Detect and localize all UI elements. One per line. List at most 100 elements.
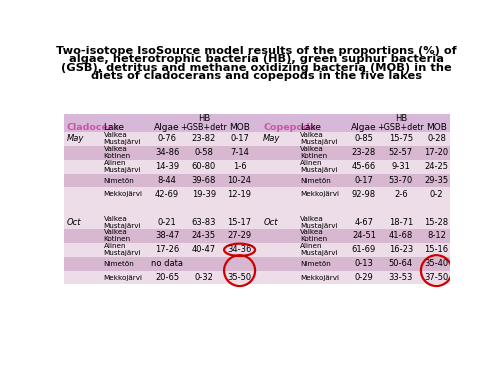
Text: 23-82: 23-82 bbox=[192, 135, 216, 144]
Text: 0-32: 0-32 bbox=[194, 273, 214, 282]
Text: +GSB+detr: +GSB+detr bbox=[180, 123, 228, 132]
Text: 34-36: 34-36 bbox=[228, 245, 252, 254]
Text: 17-20: 17-20 bbox=[424, 148, 448, 157]
Text: 0-58: 0-58 bbox=[194, 148, 214, 157]
Text: 92-98: 92-98 bbox=[352, 190, 376, 199]
Bar bbox=[261, 257, 453, 271]
Text: 29-35: 29-35 bbox=[424, 176, 448, 185]
Text: Valkea
Mustajärvi: Valkea Mustajärvi bbox=[300, 216, 338, 229]
Text: 35-50: 35-50 bbox=[228, 273, 252, 282]
Bar bbox=[261, 174, 453, 188]
Text: Mekkojärvi: Mekkojärvi bbox=[104, 191, 142, 197]
Bar bbox=[256, 215, 261, 229]
Text: Valkea
Mustajärvi: Valkea Mustajärvi bbox=[104, 132, 141, 146]
Text: 19-39: 19-39 bbox=[192, 190, 216, 199]
Text: 15-17: 15-17 bbox=[228, 217, 252, 226]
Text: Valkea
Kotinen: Valkea Kotinen bbox=[300, 146, 328, 159]
Text: 8-12: 8-12 bbox=[427, 231, 446, 240]
Text: 0-29: 0-29 bbox=[354, 273, 374, 282]
Text: 15-28: 15-28 bbox=[424, 217, 448, 226]
Text: 27-29: 27-29 bbox=[228, 231, 252, 240]
Text: Valkea
Kotinen: Valkea Kotinen bbox=[300, 230, 328, 243]
Text: May: May bbox=[66, 135, 84, 144]
Text: 17-26: 17-26 bbox=[155, 245, 179, 254]
Text: 23-28: 23-28 bbox=[352, 148, 376, 157]
Text: 40-47: 40-47 bbox=[192, 245, 216, 254]
Bar bbox=[64, 188, 256, 201]
Text: Oct: Oct bbox=[263, 217, 278, 226]
Text: 15-16: 15-16 bbox=[424, 245, 448, 254]
Text: 0-17: 0-17 bbox=[230, 135, 249, 144]
Text: 63-83: 63-83 bbox=[192, 217, 216, 226]
Text: HB: HB bbox=[394, 114, 407, 123]
Text: MOB: MOB bbox=[426, 123, 447, 132]
Text: 0-85: 0-85 bbox=[354, 135, 374, 144]
Text: 10-24: 10-24 bbox=[228, 176, 252, 185]
Text: 50-64: 50-64 bbox=[388, 259, 413, 268]
Text: Valkea
Kotinen: Valkea Kotinen bbox=[104, 146, 130, 159]
Text: 35-40: 35-40 bbox=[424, 259, 448, 268]
Text: 18-71: 18-71 bbox=[388, 217, 413, 226]
Text: 53-70: 53-70 bbox=[388, 176, 413, 185]
Bar bbox=[261, 188, 453, 201]
Bar bbox=[256, 201, 261, 215]
Text: Valkea
Mustajärvi: Valkea Mustajärvi bbox=[104, 216, 141, 229]
Text: Valkea
Mustajärvi: Valkea Mustajärvi bbox=[300, 132, 338, 146]
Text: Mekkojärvi: Mekkojärvi bbox=[300, 191, 340, 197]
Text: MOB: MOB bbox=[229, 123, 250, 132]
Bar bbox=[261, 201, 453, 215]
Text: +GSB+detr: +GSB+detr bbox=[378, 123, 424, 132]
Text: 0-28: 0-28 bbox=[427, 135, 446, 144]
Bar bbox=[64, 271, 256, 285]
Text: 12-19: 12-19 bbox=[228, 190, 252, 199]
Bar bbox=[261, 215, 453, 229]
Text: 34-86: 34-86 bbox=[155, 148, 180, 157]
Bar bbox=[261, 271, 453, 285]
Text: 45-66: 45-66 bbox=[352, 162, 376, 171]
Text: 61-69: 61-69 bbox=[352, 245, 376, 254]
Text: 1-6: 1-6 bbox=[233, 162, 246, 171]
Text: 42-69: 42-69 bbox=[155, 190, 179, 199]
Bar bbox=[256, 174, 261, 188]
Text: 0-76: 0-76 bbox=[158, 135, 176, 144]
Text: 2-6: 2-6 bbox=[394, 190, 407, 199]
Bar bbox=[261, 114, 453, 132]
Bar bbox=[261, 146, 453, 160]
Bar bbox=[64, 114, 256, 132]
Text: (GSB), detritus and methane oxidizing bacteria (MOB) in the: (GSB), detritus and methane oxidizing ba… bbox=[61, 63, 452, 73]
Bar bbox=[64, 229, 256, 243]
Text: 7-14: 7-14 bbox=[230, 148, 249, 157]
Text: Algae: Algae bbox=[351, 123, 377, 132]
Text: 0-17: 0-17 bbox=[354, 176, 374, 185]
Text: 0-2: 0-2 bbox=[430, 190, 443, 199]
Bar bbox=[256, 188, 261, 201]
Text: diets of cladocerans and copepods in the five lakes: diets of cladocerans and copepods in the… bbox=[91, 71, 422, 81]
Text: Lake: Lake bbox=[104, 123, 124, 132]
Text: May: May bbox=[263, 135, 280, 144]
Bar bbox=[256, 271, 261, 285]
Text: 0-21: 0-21 bbox=[158, 217, 176, 226]
Text: 0-13: 0-13 bbox=[354, 259, 374, 268]
Text: 60-80: 60-80 bbox=[192, 162, 216, 171]
Bar bbox=[64, 146, 256, 160]
Text: Mekkojärvi: Mekkojärvi bbox=[300, 274, 340, 280]
Text: 20-65: 20-65 bbox=[155, 273, 179, 282]
Text: 16-23: 16-23 bbox=[388, 245, 413, 254]
Text: 15-75: 15-75 bbox=[388, 135, 413, 144]
Bar bbox=[64, 160, 256, 174]
Bar bbox=[261, 160, 453, 174]
Bar bbox=[64, 215, 256, 229]
Text: no data: no data bbox=[151, 259, 183, 268]
Text: Valkea
Kotinen: Valkea Kotinen bbox=[104, 230, 130, 243]
Text: algae, heterotrophic bacteria (HB), green suphur bacteria: algae, heterotrophic bacteria (HB), gree… bbox=[69, 54, 444, 64]
Bar bbox=[64, 257, 256, 271]
Text: 9-31: 9-31 bbox=[392, 162, 410, 171]
Text: Nimetön: Nimetön bbox=[300, 261, 331, 267]
Text: 4-67: 4-67 bbox=[354, 217, 374, 226]
Text: 41-68: 41-68 bbox=[388, 231, 413, 240]
Text: 37-50: 37-50 bbox=[424, 273, 448, 282]
Bar bbox=[256, 114, 261, 132]
Text: 8-44: 8-44 bbox=[158, 176, 176, 185]
Text: Lake: Lake bbox=[300, 123, 322, 132]
Text: Nimetön: Nimetön bbox=[104, 261, 134, 267]
